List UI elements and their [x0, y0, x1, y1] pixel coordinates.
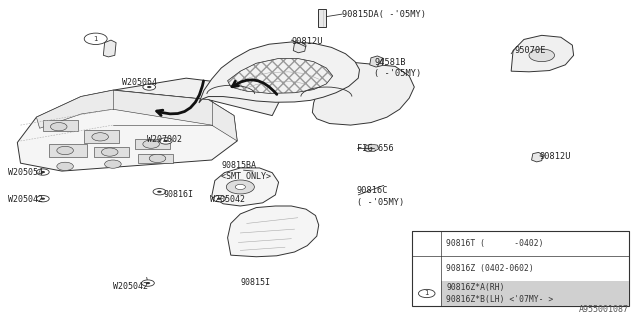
Circle shape — [227, 180, 254, 194]
Bar — [318, 9, 326, 27]
Text: 90815I: 90815I — [241, 278, 270, 287]
Text: W205042: W205042 — [210, 195, 244, 204]
Circle shape — [84, 33, 107, 44]
Bar — [84, 130, 119, 142]
Polygon shape — [532, 152, 543, 162]
Text: W205042: W205042 — [113, 282, 148, 292]
Polygon shape — [312, 62, 414, 125]
Text: 95070E: 95070E — [515, 46, 546, 55]
Circle shape — [57, 146, 74, 155]
Text: 90815BA
<SMT ONLY>: 90815BA <SMT ONLY> — [221, 161, 271, 181]
Polygon shape — [199, 42, 360, 103]
Circle shape — [149, 154, 166, 163]
Circle shape — [236, 184, 246, 189]
Circle shape — [36, 169, 49, 175]
Circle shape — [146, 282, 150, 284]
Text: 94581B
( -'05MY): 94581B ( -'05MY) — [374, 58, 421, 78]
Circle shape — [213, 196, 226, 202]
Circle shape — [104, 160, 121, 168]
Polygon shape — [17, 90, 237, 171]
Text: 90816Z*A(RH)
90816Z*B(LH) <'07MY- >: 90816Z*A(RH) 90816Z*B(LH) <'07MY- > — [446, 284, 554, 304]
Text: A955001087: A955001087 — [579, 305, 629, 314]
Circle shape — [40, 171, 45, 173]
Circle shape — [101, 148, 118, 156]
Circle shape — [159, 138, 172, 144]
Text: 90816C
( -'05MY): 90816C ( -'05MY) — [357, 187, 404, 206]
Circle shape — [141, 280, 154, 286]
Circle shape — [529, 49, 554, 62]
Bar — [94, 147, 129, 157]
Circle shape — [143, 84, 156, 90]
Text: W205042: W205042 — [8, 195, 43, 204]
Bar — [43, 120, 78, 132]
Polygon shape — [370, 56, 384, 67]
Circle shape — [51, 123, 67, 131]
Polygon shape — [103, 40, 116, 57]
Polygon shape — [228, 206, 319, 257]
Circle shape — [157, 191, 162, 193]
Text: 90812U: 90812U — [291, 36, 323, 45]
Bar — [135, 140, 170, 149]
Circle shape — [57, 162, 74, 171]
Circle shape — [92, 133, 108, 141]
Circle shape — [40, 197, 45, 200]
Polygon shape — [212, 168, 278, 206]
Text: 90816I: 90816I — [164, 190, 194, 199]
Bar — [412, 231, 629, 306]
Text: 90816Z (0402-0602): 90816Z (0402-0602) — [446, 264, 534, 273]
Circle shape — [153, 188, 166, 195]
Text: W205054: W205054 — [122, 78, 157, 87]
Text: FIG.656: FIG.656 — [357, 144, 394, 153]
Circle shape — [143, 140, 159, 148]
Polygon shape — [113, 78, 285, 116]
Text: 1: 1 — [93, 36, 98, 42]
Circle shape — [36, 196, 49, 202]
Bar — [441, 281, 629, 306]
Bar — [138, 154, 173, 163]
Text: 90812U: 90812U — [540, 152, 572, 161]
Text: 90816T (      -0402): 90816T ( -0402) — [446, 239, 543, 248]
Text: W205054: W205054 — [8, 168, 43, 177]
Polygon shape — [511, 35, 573, 72]
Polygon shape — [36, 90, 237, 141]
Circle shape — [164, 140, 168, 142]
Circle shape — [217, 197, 221, 200]
Bar — [49, 144, 88, 157]
Text: W207002: W207002 — [147, 135, 182, 144]
Polygon shape — [293, 42, 306, 53]
Text: 90815DA( -'05MY): 90815DA( -'05MY) — [342, 10, 426, 19]
Polygon shape — [365, 144, 379, 152]
Circle shape — [419, 289, 435, 298]
Circle shape — [147, 86, 152, 88]
Text: 1: 1 — [424, 291, 429, 297]
